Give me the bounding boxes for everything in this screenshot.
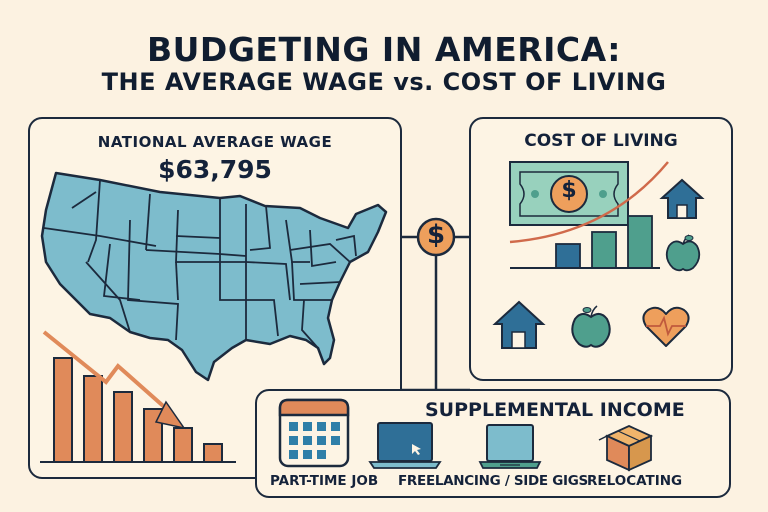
house-icon [659,178,705,219]
page-subtitle: THE AVERAGE WAGE vs. COST OF LIVING [101,68,667,96]
rising-trend-curve [509,161,669,244]
rising-cost-chart [509,161,669,269]
coin-symbol: $ [426,220,446,250]
supplemental-heading: SUPPLEMENTAL INCOME [425,399,685,421]
dollar-coin-icon [416,217,456,257]
page-title: BUDGETING IN AMERICA: [146,30,621,69]
house-icon [492,300,546,349]
banknote-icon [509,161,629,226]
relocating-label: RELOCATING [587,473,683,489]
laptop-icon [478,424,542,469]
apple-icon [571,305,611,348]
freelancing-label: FREELANCING / SIDE GIGS [398,473,588,489]
part-time-job-label: PART-TIME JOB [270,473,379,489]
cost-heading: COST OF LIVING [524,131,678,151]
box-icon [598,425,654,472]
heart-pulse-icon [642,306,690,347]
calendar-icon [278,398,350,468]
declining-bar-chart [40,330,236,463]
down-trend-arrow-icon [42,330,172,414]
wage-heading: NATIONAL AVERAGE WAGE [97,133,333,151]
apple-icon [665,234,701,272]
banknote-symbol: $ [561,178,577,203]
laptop-icon [368,422,442,469]
wage-value: $63,795 [158,155,272,184]
